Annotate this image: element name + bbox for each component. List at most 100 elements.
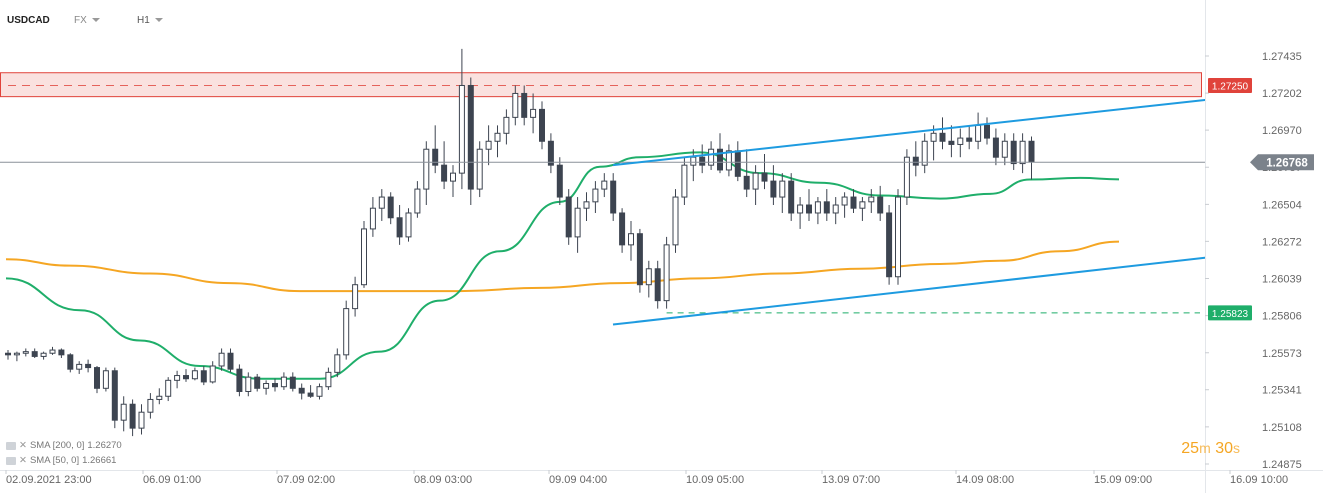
candle[interactable]: [788, 173, 795, 221]
candle[interactable]: [272, 378, 278, 392]
candle[interactable]: [823, 189, 830, 221]
candle[interactable]: [556, 157, 563, 206]
candle[interactable]: [939, 117, 946, 150]
candle[interactable]: [76, 361, 83, 374]
candle[interactable]: [628, 220, 634, 261]
candle[interactable]: [877, 185, 884, 221]
candle[interactable]: [663, 236, 670, 309]
candle[interactable]: [539, 101, 545, 150]
candle[interactable]: [467, 77, 474, 206]
candle[interactable]: [583, 192, 590, 221]
candle[interactable]: [352, 276, 359, 317]
candle[interactable]: [779, 173, 786, 213]
candle[interactable]: [441, 141, 448, 190]
candle[interactable]: [547, 133, 554, 174]
candle[interactable]: [458, 48, 465, 190]
candle[interactable]: [743, 149, 750, 198]
candle[interactable]: [183, 369, 189, 382]
close-icon[interactable]: ✕: [19, 455, 27, 466]
candle[interactable]: [1019, 133, 1026, 174]
candle[interactable]: [485, 125, 492, 166]
candle[interactable]: [13, 351, 20, 362]
candle[interactable]: [40, 351, 47, 360]
candle[interactable]: [601, 173, 608, 198]
candle[interactable]: [1028, 136, 1035, 180]
candle[interactable]: [1010, 133, 1017, 170]
symbol-label[interactable]: USDCAD: [7, 15, 50, 26]
candle[interactable]: [343, 300, 350, 360]
candle[interactable]: [930, 125, 937, 161]
candle[interactable]: [307, 385, 314, 398]
candle[interactable]: [423, 141, 430, 206]
candle[interactable]: [298, 383, 305, 400]
candle[interactable]: [111, 367, 118, 429]
candle[interactable]: [886, 205, 893, 285]
market-selector[interactable]: FX: [74, 15, 100, 26]
candle[interactable]: [94, 365, 100, 394]
candle[interactable]: [280, 372, 287, 390]
candle[interactable]: [957, 128, 964, 158]
candle[interactable]: [227, 348, 234, 373]
candle[interactable]: [592, 181, 599, 213]
candle[interactable]: [85, 359, 92, 373]
candle[interactable]: [708, 141, 715, 170]
candle[interactable]: [31, 348, 38, 359]
candle[interactable]: [574, 197, 581, 253]
candle[interactable]: [903, 149, 910, 206]
candle[interactable]: [992, 128, 999, 166]
candle[interactable]: [681, 157, 688, 206]
candle[interactable]: [316, 383, 323, 400]
candle[interactable]: [521, 85, 528, 126]
candle[interactable]: [494, 125, 501, 158]
candle[interactable]: [832, 197, 839, 225]
candle[interactable]: [174, 370, 181, 389]
candle[interactable]: [734, 141, 741, 182]
candle[interactable]: [948, 125, 955, 158]
candle[interactable]: [841, 192, 848, 218]
candle[interactable]: [984, 117, 990, 145]
candle[interactable]: [58, 348, 65, 359]
candle[interactable]: [369, 197, 376, 237]
candle[interactable]: [672, 189, 679, 253]
candle[interactable]: [129, 399, 136, 437]
candle[interactable]: [912, 141, 919, 177]
candle[interactable]: [49, 346, 56, 355]
candle[interactable]: [966, 125, 973, 150]
candle[interactable]: [806, 189, 812, 221]
sma-200-line[interactable]: [5, 240, 1120, 293]
candle[interactable]: [814, 197, 821, 225]
candle[interactable]: [868, 189, 875, 213]
candle[interactable]: [450, 165, 456, 198]
candle[interactable]: [236, 364, 243, 397]
timeframe-selector[interactable]: H1: [137, 15, 163, 26]
candle[interactable]: [512, 85, 519, 126]
resistance-zone[interactable]: [0, 72, 1202, 98]
candle[interactable]: [138, 404, 145, 435]
candle[interactable]: [22, 348, 29, 357]
candle[interactable]: [619, 208, 626, 253]
candle[interactable]: [752, 165, 759, 206]
candle[interactable]: [432, 125, 439, 174]
candle[interactable]: [859, 197, 866, 221]
candle[interactable]: [699, 144, 706, 174]
candle[interactable]: [218, 348, 225, 371]
candle[interactable]: [120, 396, 127, 432]
indicator-sma200[interactable]: ✕ SMA [200, 0] 1.26270: [6, 440, 122, 451]
candle[interactable]: [921, 133, 928, 174]
candle[interactable]: [895, 189, 901, 285]
candle[interactable]: [975, 112, 982, 150]
candle[interactable]: [761, 154, 768, 190]
candle[interactable]: [334, 348, 341, 378]
candle[interactable]: [405, 208, 412, 242]
candle[interactable]: [156, 388, 163, 405]
candle[interactable]: [254, 373, 261, 392]
candle[interactable]: [387, 192, 394, 225]
candle[interactable]: [797, 197, 804, 229]
candle[interactable]: [147, 393, 154, 419]
candle[interactable]: [770, 165, 777, 206]
candle[interactable]: [850, 189, 857, 213]
settings-icon[interactable]: [6, 441, 16, 450]
candle[interactable]: [209, 361, 216, 384]
candle[interactable]: [645, 260, 652, 298]
